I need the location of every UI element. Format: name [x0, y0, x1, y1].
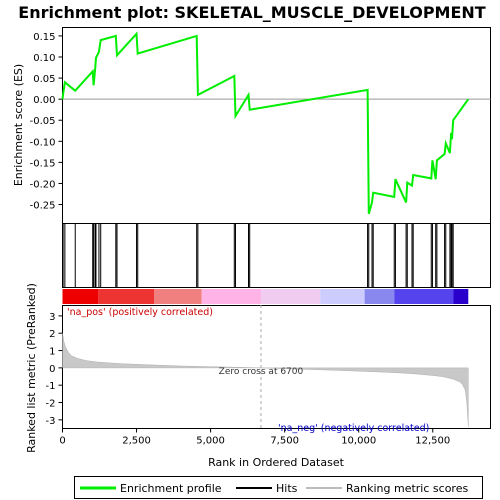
metric-y-tick-label: -3 — [46, 416, 56, 427]
metric-y-tick-label: 3 — [49, 312, 55, 323]
metric-panel: Zero cross at 6700 'na_pos' (positively … — [25, 283, 491, 469]
metric-x-label: Rank in Ordered Dataset — [208, 456, 345, 469]
es-y-tick-label: -0.05 — [30, 116, 56, 127]
metric-y-axis: 3 2 1 0 -1 -2 -3 — [46, 312, 63, 427]
rank-color-bar — [63, 289, 469, 304]
metric-y-tick-label: 2 — [49, 329, 55, 340]
es-y-tick-label: 0.05 — [33, 74, 55, 85]
color-bar-segment — [98, 289, 154, 304]
legend: Enrichment profile Hits Ranking metric s… — [75, 477, 483, 499]
legend-hits-label: Hits — [276, 482, 298, 495]
legend-enrichment-label: Enrichment profile — [120, 482, 222, 495]
metric-y-label: Ranked list metric (PreRanked) — [25, 283, 38, 453]
color-bar-segment — [365, 289, 395, 304]
es-y-label: Enrichment score (ES) — [12, 64, 25, 186]
metric-x-tick-label: 12,500 — [415, 436, 450, 447]
chart-title: Enrichment plot: SKELETAL_MUSCLE_DEVELOP… — [18, 3, 486, 22]
metric-x-tick-label: 10,000 — [341, 436, 376, 447]
metric-y-tick-label: -2 — [46, 399, 56, 410]
metric-x-tick-label: 7,500 — [270, 436, 299, 447]
hits-panel-frame — [63, 224, 491, 288]
es-y-tick-label: -0.25 — [30, 201, 56, 212]
color-bar-segment — [63, 289, 99, 304]
ranking-metric-area — [63, 333, 469, 427]
color-bar-segment — [202, 289, 261, 304]
color-bar-segment — [261, 289, 320, 304]
pos-label: 'na_pos' (positively correlated) — [67, 307, 213, 318]
zero-cross-label: Zero cross at 6700 — [219, 367, 304, 377]
es-panel-frame — [63, 28, 491, 224]
es-y-tick-label: 0.15 — [33, 32, 55, 43]
es-y-tick-label: -0.20 — [30, 179, 56, 190]
neg-label: 'na_neg' (negatively correlated) — [278, 423, 429, 434]
metric-x-tick-label: 2,500 — [122, 436, 151, 447]
legend-metric-label: Ranking metric scores — [346, 482, 468, 495]
es-y-tick-label: 0.00 — [33, 95, 55, 106]
color-bar-segment — [320, 289, 364, 304]
color-bar-segment — [453, 289, 468, 304]
es-y-tick-label: -0.15 — [30, 158, 56, 169]
metric-y-tick-label: 1 — [49, 347, 55, 358]
metric-x-tick-label: 0 — [59, 436, 65, 447]
es-y-axis: 0.15 0.10 0.05 0.00 -0.05 -0.10 -0.15 -0.20 -0.2… — [30, 32, 63, 212]
es-y-tick-label: -0.10 — [30, 137, 56, 148]
es-y-tick-label: 0.10 — [33, 53, 55, 64]
hits-panel — [63, 224, 491, 288]
metric-y-tick-label: 0 — [49, 364, 55, 375]
color-bar-segment — [394, 289, 453, 304]
metric-x-tick-label: 5,000 — [196, 436, 225, 447]
color-bar-segment — [154, 289, 201, 304]
metric-y-tick-label: -1 — [46, 381, 56, 392]
es-panel: 0.15 0.10 0.05 0.00 -0.05 -0.10 -0.15 -0.20 -0.2… — [12, 28, 491, 224]
